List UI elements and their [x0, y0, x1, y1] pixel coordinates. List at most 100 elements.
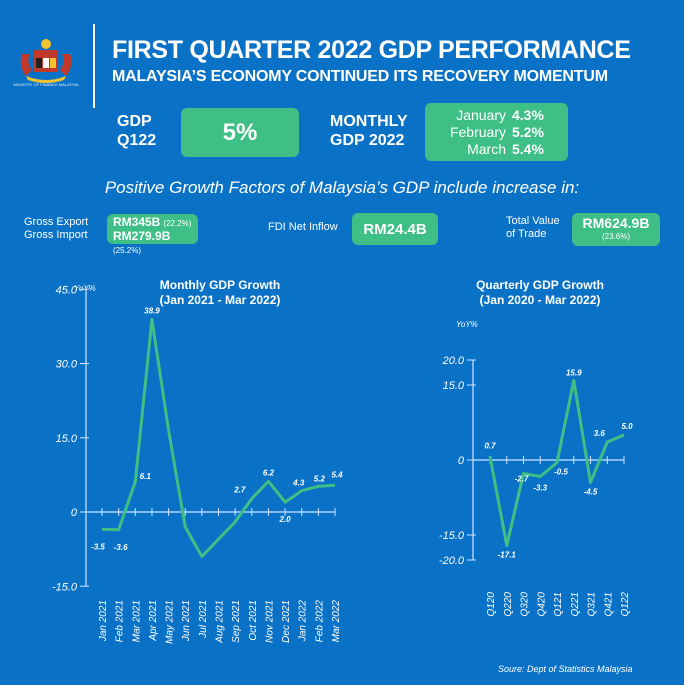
fdi-label: FDI Net Inflow	[268, 221, 338, 233]
month-name: February	[449, 124, 506, 140]
gross-export-pct: (22.2%)	[163, 219, 192, 228]
monthly-chart-subtitle: (Jan 2021 - Mar 2022)	[159, 293, 281, 307]
gdp-q122-label: GDP Q122	[117, 112, 156, 150]
y-tick-label: -15.0	[52, 581, 78, 593]
monthly-label-line2: GDP 2022	[330, 132, 405, 149]
data-label: 2.7	[233, 486, 246, 495]
logo-caption: MINISTRY OF FINANCE MALAYSIA	[13, 82, 79, 87]
x-tick-label: Feb 2021	[115, 600, 126, 642]
fdi-value-box: RM24.4B	[352, 213, 438, 245]
gdp-value: 5%	[222, 118, 258, 146]
data-label: 2.0	[279, 515, 292, 524]
data-label: 4.3	[292, 479, 305, 488]
trade-value-box: RM624.9B (23.6%)	[572, 213, 660, 246]
gdp-label-line2: Q122	[117, 132, 157, 149]
ministry-crest-logo	[14, 36, 78, 106]
monthly-y-axis-title: YoY%	[74, 284, 96, 293]
monthly-chart-title: Monthly GDP Growth (Jan 2021 - Mar 2022)	[120, 278, 320, 308]
x-tick-label: Sep 2021	[231, 600, 242, 643]
data-label: -3.3	[533, 484, 547, 493]
factors-title: Positive Growth Factors of Malaysia’s GD…	[104, 178, 580, 197]
source-note: Soure: Dept of Statistics Malaysia	[498, 664, 633, 674]
gross-export-label: Gross Export	[24, 216, 89, 228]
x-tick-label: Q421	[603, 592, 614, 616]
y-tick-label: 30.0	[56, 359, 78, 371]
gdp-label-line1: GDP	[117, 113, 152, 130]
data-label: -3.6	[114, 543, 128, 552]
x-tick-label: Q221	[570, 592, 581, 616]
x-tick-label: May 2021	[165, 600, 176, 644]
x-tick-label: Aug 2021	[215, 600, 226, 644]
x-tick-label: Jul 2021	[198, 600, 209, 639]
data-label: 15.9	[566, 369, 582, 378]
x-tick-label: Oct 2021	[248, 600, 259, 641]
trade-labels: Gross Export Gross Import	[24, 216, 88, 242]
x-tick-label: Jan 2022	[298, 600, 309, 643]
month-value: 5.2%	[512, 124, 544, 140]
data-label: -2.7	[515, 475, 529, 484]
trade-pct: (23.6%)	[601, 232, 630, 241]
data-label: 3.6	[594, 429, 606, 438]
y-tick-label: 15.0	[56, 433, 78, 445]
y-tick-label: -15.0	[439, 530, 465, 542]
x-tick-label: Q122	[620, 592, 631, 617]
gross-import-value: RM279.9B	[113, 229, 171, 243]
data-label: -4.5	[584, 488, 598, 497]
fdi-value: RM24.4B	[363, 220, 427, 238]
trade-value: RM624.9B	[582, 215, 650, 231]
data-label: 0.7	[484, 442, 496, 451]
monthly-chart-title-text: Monthly GDP Growth	[159, 278, 281, 292]
x-tick-label: Q120	[486, 592, 497, 617]
data-label: 6.2	[263, 468, 275, 477]
data-label: 5.4	[331, 470, 343, 479]
data-label: 38.9	[144, 306, 160, 315]
crest-star-icon	[41, 39, 51, 49]
x-tick-label: Q320	[520, 592, 531, 617]
x-tick-label: Q321	[587, 592, 598, 616]
x-tick-label: Feb 2022	[314, 600, 325, 643]
x-tick-label: Mar 2022	[331, 600, 342, 643]
y-tick-label: 20.0	[442, 355, 465, 367]
quarterly-y-axis-title: YoY%	[456, 320, 478, 329]
month-value: 5.4%	[512, 141, 544, 157]
data-label: 5.2	[314, 474, 326, 483]
x-tick-label: Apr 2021	[148, 600, 159, 642]
month-value: 4.3%	[512, 107, 544, 123]
gross-export-value: RM345B	[113, 215, 161, 229]
monthly-gdp-label: MONTHLY GDP 2022	[330, 112, 408, 150]
x-tick-label: Jun 2021	[181, 600, 192, 642]
monthly-label-line1: MONTHLY	[330, 113, 408, 130]
x-tick-label: Mar 2021	[131, 600, 142, 642]
month-name: March	[467, 141, 506, 157]
x-tick-label: Q220	[503, 592, 514, 617]
data-label: 5.0	[621, 422, 633, 431]
gdp-value-box: 5%	[181, 108, 299, 157]
y-tick-label: 15.0	[443, 380, 465, 392]
page-title: FIRST QUARTER 2022 GDP PERFORMANCE	[112, 36, 631, 64]
data-label: -0.5	[554, 468, 568, 477]
monthly-gdp-box: January 4.3% February 5.2% March 5.4%	[425, 103, 568, 161]
y-tick-label: -20.0	[439, 555, 465, 567]
y-tick-label: 0	[71, 507, 78, 519]
x-tick-label: Jan 2021	[98, 600, 109, 642]
data-label: -17.1	[498, 551, 517, 560]
gdp-growth-line	[488, 379, 625, 547]
trade-label-line2: of Trade	[506, 228, 547, 240]
gross-import-label: Gross Import	[24, 229, 88, 241]
x-tick-label: Q121	[553, 592, 564, 616]
trade-label-line1: Total Value	[506, 215, 560, 227]
month-name: January	[456, 107, 506, 123]
data-label: -3.5	[91, 542, 105, 551]
quarterly-chart-title-text: Quarterly GDP Growth	[476, 278, 604, 292]
x-tick-label: Nov 2021	[264, 600, 275, 643]
header-divider	[93, 24, 95, 108]
trade-value-label: Total Value of Trade	[506, 215, 560, 241]
quarterly-chart-subtitle: (Jan 2020 - Mar 2022)	[479, 293, 601, 307]
y-tick-label: 45.0	[56, 284, 78, 296]
x-tick-label: Q420	[536, 592, 547, 617]
page-subtitle: MALAYSIA’S ECONOMY CONTINUED ITS RECOVER…	[112, 68, 608, 85]
gross-import-pct: (25.2%)	[113, 246, 142, 255]
quarterly-chart-title: Quarterly GDP Growth (Jan 2020 - Mar 202…	[440, 278, 640, 308]
